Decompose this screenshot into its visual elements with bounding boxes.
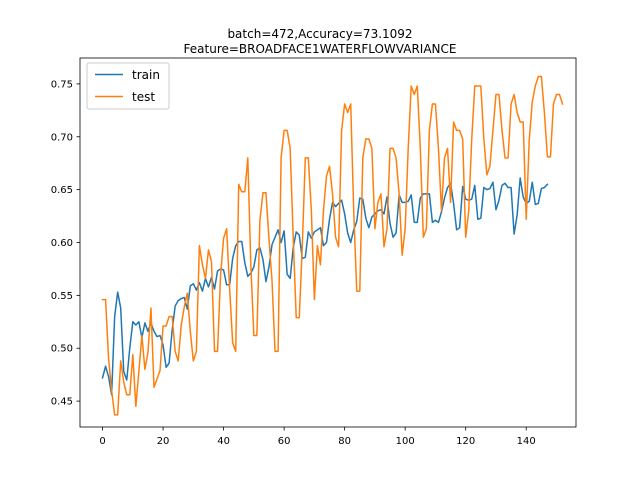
series-layer	[101, 75, 564, 416]
y-tick-label: 0.70	[51, 132, 73, 143]
series-line-train	[101, 177, 549, 396]
x-tick-label: 120	[456, 436, 475, 447]
axes-layer: 0 20 40 60 80 100 120 140 0.45 0.50 0.55 0.60 0.65 0.…	[51, 57, 577, 447]
x-tick-label: 100	[396, 436, 415, 447]
x-tick-label: 20	[157, 436, 170, 447]
series-line-test	[101, 75, 564, 416]
plot-background	[80, 58, 576, 427]
legend: train test	[86, 62, 170, 110]
y-tick-label: 0.50	[51, 344, 73, 355]
legend-label-train: train	[132, 68, 160, 82]
legend-label-test: test	[132, 90, 155, 104]
chart-title-line-2: Feature=BROADFACE1WATERFLOWVARIANCE	[183, 42, 457, 56]
plot-area	[80, 58, 576, 427]
x-tick-label: 0	[99, 436, 105, 447]
x-tick-label: 140	[517, 436, 536, 447]
x-tick-label: 40	[217, 436, 230, 447]
chart-title-line-1: batch=472,Accuracy=73.1092	[227, 27, 413, 41]
y-tick-label: 0.60	[51, 238, 73, 249]
y-tick-label: 0.75	[51, 79, 73, 90]
x-tick-label: 60	[278, 436, 291, 447]
y-tick-label: 0.55	[51, 291, 73, 302]
y-tick-label: 0.65	[51, 185, 73, 196]
x-tick-label: 80	[338, 436, 351, 447]
y-tick-label: 0.45	[51, 397, 73, 408]
